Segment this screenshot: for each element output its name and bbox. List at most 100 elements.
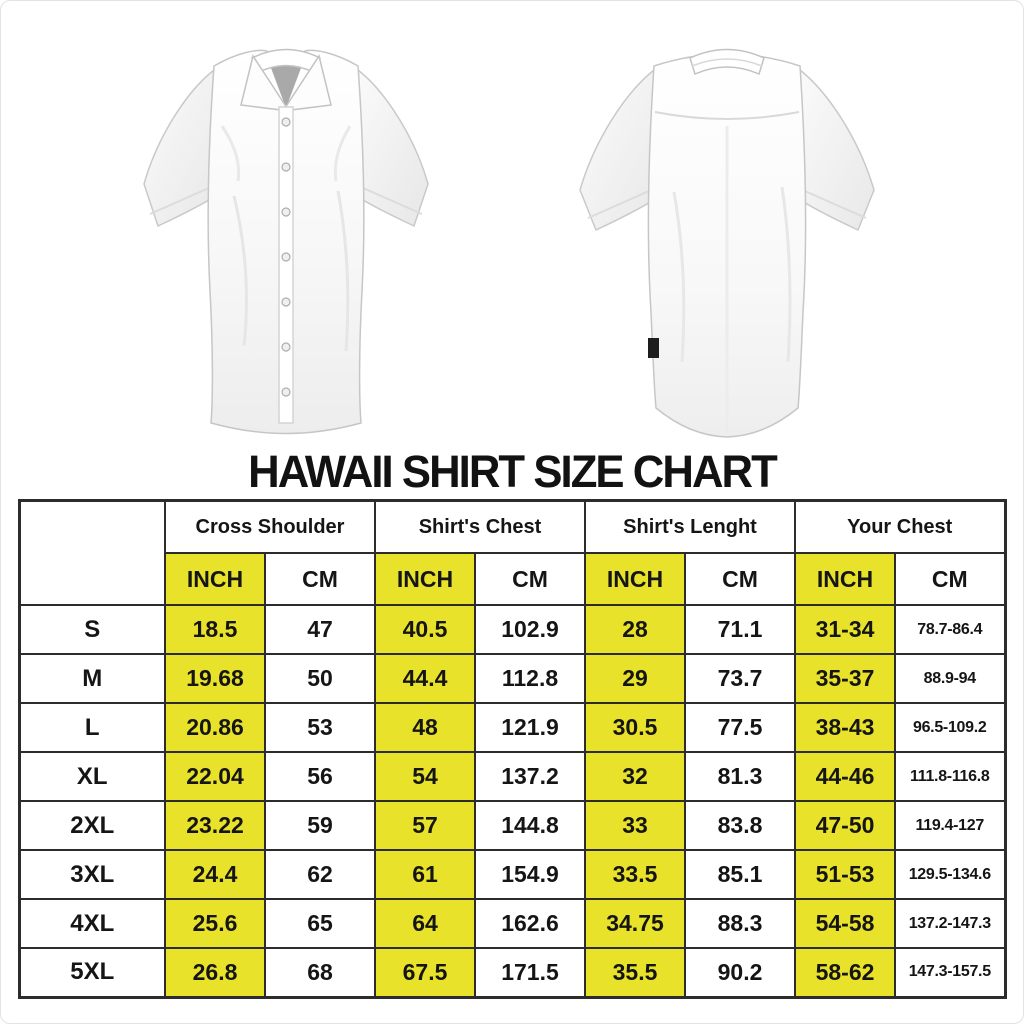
shirt-images-row <box>1 1 1023 448</box>
table-row-xl: XL 22.04 56 54 137.2 32 81.3 44-46 111.8-116.8 <box>18 751 1006 802</box>
page-title: HAWAII SHIRT SIZE CHART <box>248 446 778 497</box>
size-table-head: Cross Shoulder Shirt's Chest Shirt's Lengh… <box>18 499 1006 606</box>
corner-cell <box>18 499 166 606</box>
value-cell: 73.7 <box>684 653 796 704</box>
value-cell: 25.6 <box>164 898 266 949</box>
value-cell: 22.04 <box>164 751 266 802</box>
value-cell: 137.2 <box>474 751 586 802</box>
value-cell: 147.3-157.5 <box>894 947 1006 998</box>
value-cell: 58-62 <box>794 947 896 998</box>
value-cell: 144.8 <box>474 800 586 851</box>
value-cell: 35.5 <box>584 947 686 998</box>
value-cell: 29 <box>584 653 686 704</box>
table-row-5xl: 5XL 26.8 68 67.5 171.5 35.5 90.2 58-62 147.3-157… <box>18 947 1006 998</box>
value-cell: 30.5 <box>584 702 686 753</box>
value-cell: 154.9 <box>474 849 586 900</box>
size-label: 4XL <box>18 898 166 949</box>
value-cell: 61 <box>374 849 476 900</box>
value-cell: 18.5 <box>164 604 266 655</box>
value-cell: 71.1 <box>684 604 796 655</box>
value-cell: 54 <box>374 751 476 802</box>
value-cell: 129.5-134.6 <box>894 849 1006 900</box>
unit-header-3-cm: CM <box>894 552 1006 606</box>
group-header-1: Shirt's Chest <box>374 499 586 554</box>
value-cell: 64 <box>374 898 476 949</box>
value-cell: 26.8 <box>164 947 266 998</box>
size-label: M <box>18 653 166 704</box>
value-cell: 35-37 <box>794 653 896 704</box>
value-cell: 24.4 <box>164 849 266 900</box>
value-cell: 38-43 <box>794 702 896 753</box>
table-row-l: L 20.86 53 48 121.9 30.5 77.5 38-43 96.5-109.2 <box>18 702 1006 753</box>
unit-header-1-inch: INCH <box>374 552 476 606</box>
value-cell: 50 <box>264 653 376 704</box>
value-cell: 47 <box>264 604 376 655</box>
unit-header-3-inch: INCH <box>794 552 896 606</box>
value-cell: 23.22 <box>164 800 266 851</box>
size-label: XL <box>18 751 166 802</box>
value-cell: 90.2 <box>684 947 796 998</box>
shirt-back-image <box>579 48 875 438</box>
table-row-s: S 18.5 47 40.5 102.9 28 71.1 31-34 78.7-86.4 <box>18 604 1006 655</box>
value-cell: 88.9-94 <box>894 653 1006 704</box>
value-cell: 54-58 <box>794 898 896 949</box>
value-cell: 34.75 <box>584 898 686 949</box>
value-cell: 20.86 <box>164 702 266 753</box>
size-label: 5XL <box>18 947 166 998</box>
value-cell: 56 <box>264 751 376 802</box>
value-cell: 44-46 <box>794 751 896 802</box>
value-cell: 48 <box>374 702 476 753</box>
value-cell: 59 <box>264 800 376 851</box>
table-row-2xl: 2XL 23.22 59 57 144.8 33 83.8 47-50 119.4-127 <box>18 800 1006 851</box>
value-cell: 162.6 <box>474 898 586 949</box>
value-cell: 78.7-86.4 <box>894 604 1006 655</box>
value-cell: 32 <box>584 751 686 802</box>
group-header-3: Your Chest <box>794 499 1006 554</box>
value-cell: 57 <box>374 800 476 851</box>
value-cell: 96.5-109.2 <box>894 702 1006 753</box>
value-cell: 88.3 <box>684 898 796 949</box>
value-cell: 33 <box>584 800 686 851</box>
value-cell: 53 <box>264 702 376 753</box>
value-cell: 31-34 <box>794 604 896 655</box>
size-table: Cross Shoulder Shirt's Chest Shirt's Lengh… <box>17 499 1007 999</box>
group-header-0: Cross Shoulder <box>164 499 376 554</box>
value-cell: 77.5 <box>684 702 796 753</box>
value-cell: 81.3 <box>684 751 796 802</box>
value-cell: 33.5 <box>584 849 686 900</box>
value-cell: 28 <box>584 604 686 655</box>
value-cell: 121.9 <box>474 702 586 753</box>
value-cell: 62 <box>264 849 376 900</box>
size-label: L <box>18 702 166 753</box>
value-cell: 83.8 <box>684 800 796 851</box>
value-cell: 51-53 <box>794 849 896 900</box>
table-row-3xl: 3XL 24.4 62 61 154.9 33.5 85.1 51-53 129.5-134.6 <box>18 849 1006 900</box>
unit-header-1-cm: CM <box>474 552 586 606</box>
shirt-front-image <box>143 48 429 435</box>
value-cell: 47-50 <box>794 800 896 851</box>
value-cell: 44.4 <box>374 653 476 704</box>
value-cell: 68 <box>264 947 376 998</box>
value-cell: 119.4-127 <box>894 800 1006 851</box>
table-row-m: M 19.68 50 44.4 112.8 29 73.7 35-37 88.9-94 <box>18 653 1006 704</box>
shirt-buttons <box>281 117 291 397</box>
size-label: S <box>18 604 166 655</box>
unit-header-0-cm: CM <box>264 552 376 606</box>
table-row-4xl: 4XL 25.6 65 64 162.6 34.75 88.3 54-58 137.2-147.… <box>18 898 1006 949</box>
value-cell: 102.9 <box>474 604 586 655</box>
size-label: 2XL <box>18 800 166 851</box>
value-cell: 137.2-147.3 <box>894 898 1006 949</box>
value-cell: 19.68 <box>164 653 266 704</box>
unit-header-2-inch: INCH <box>584 552 686 606</box>
size-label: 3XL <box>18 849 166 900</box>
value-cell: 85.1 <box>684 849 796 900</box>
value-cell: 171.5 <box>474 947 586 998</box>
value-cell: 40.5 <box>374 604 476 655</box>
unit-header-2-cm: CM <box>684 552 796 606</box>
value-cell: 65 <box>264 898 376 949</box>
value-cell: 112.8 <box>474 653 586 704</box>
unit-header-0-inch: INCH <box>164 552 266 606</box>
value-cell: 67.5 <box>374 947 476 998</box>
group-header-2: Shirt's Lenght <box>584 499 796 554</box>
